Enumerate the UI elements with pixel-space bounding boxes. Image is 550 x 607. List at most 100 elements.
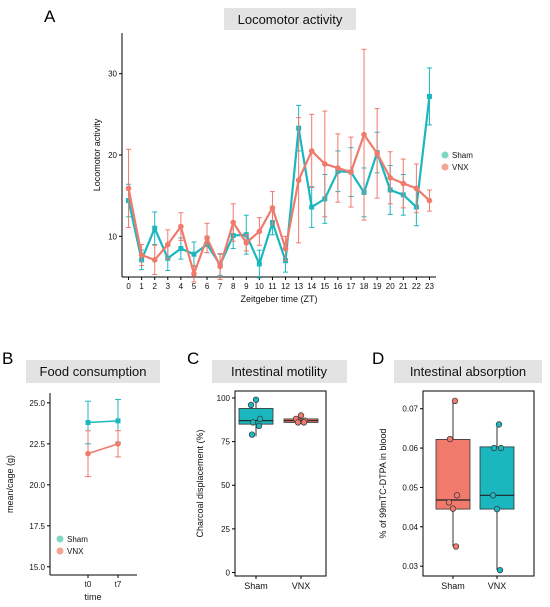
data-point (85, 450, 91, 457)
panel-c-title: Intestinal motility (231, 364, 328, 379)
data-point (321, 161, 328, 167)
data-point (374, 150, 380, 157)
data-point (309, 204, 315, 210)
box-vnx (283, 412, 319, 426)
data-point (426, 93, 432, 99)
panel-letter-a: A (44, 7, 56, 26)
x-tick-label: VNX (292, 581, 311, 591)
y-tick-label: 22.5 (29, 440, 45, 449)
data-point (230, 219, 237, 226)
data-point (247, 401, 255, 409)
data-point (348, 169, 354, 175)
y-axis-label: mean/cage (g) (5, 455, 15, 513)
series-line (87, 420, 119, 424)
data-point (495, 421, 503, 428)
y-tick-label: 0.07 (402, 405, 418, 414)
legend-key-vnx (441, 163, 449, 171)
data-point (300, 419, 308, 426)
legend-key-sham (56, 535, 64, 543)
y-tick-label: 0 (226, 569, 231, 578)
panel-b-title-bg (26, 360, 160, 383)
x-tick-label: 18 (360, 282, 369, 291)
data-point (446, 435, 454, 443)
x-tick-label: Sham (244, 581, 268, 591)
legend-key-vnx (56, 547, 64, 555)
legend-label-vnx: VNX (67, 547, 84, 556)
data-point (449, 505, 457, 512)
data-point (490, 444, 498, 452)
x-tick-label: 19 (373, 282, 382, 291)
y-tick-label: 10 (108, 232, 117, 241)
y-tick-label: 0.03 (402, 562, 418, 571)
data-point (252, 396, 260, 403)
plot-frame (234, 390, 327, 577)
x-tick-label: t0 (85, 580, 92, 589)
data-point (256, 415, 264, 423)
x-tick-label: 20 (386, 282, 395, 291)
legend-label-vnx: VNX (452, 163, 469, 172)
x-tick-label: 3 (166, 282, 171, 291)
x-tick-label: 12 (281, 282, 290, 291)
y-tick-label: 75 (221, 438, 230, 447)
panel-d-title-bg (394, 360, 542, 383)
data-point (294, 419, 302, 426)
legend-label-sham: Sham (67, 535, 88, 544)
series-vnx (125, 48, 433, 283)
x-tick-label: 17 (347, 282, 356, 291)
series-line (127, 132, 431, 278)
data-point (400, 180, 407, 187)
series-vnx (85, 430, 121, 478)
series-line (87, 443, 119, 455)
panel-d-plot: 0.03 0.04 0.05 0.06 0.07 Sham VNX % of 99mTC-DT… (378, 390, 535, 591)
y-tick-label: 17.5 (29, 522, 45, 531)
data-point (115, 418, 121, 424)
series-line (127, 96, 431, 268)
data-point (295, 177, 302, 184)
data-point (164, 241, 171, 248)
data-point (453, 492, 461, 499)
y-tick-label: 20 (108, 151, 117, 160)
panel-b-plot: 15.0 17.5 20.0 22.5 25.0 t0 t7 time mean/cage (g… (5, 393, 137, 602)
x-tick-label: 22 (412, 282, 421, 291)
x-tick-label: Sham (441, 581, 465, 591)
panel-c: C Intestinal motility 0 25 50 75 100 Sham VNX C… (187, 349, 347, 591)
x-tick-label: VNX (488, 581, 507, 591)
legend-key-sham (441, 151, 449, 159)
panel-d-title: Intestinal absorption (410, 364, 526, 379)
legend-label-sham: Sham (452, 151, 473, 160)
series-sham (85, 399, 121, 445)
y-tick-label: 15.0 (29, 563, 45, 572)
panel-b: B Food consumption 15.0 17.5 20.0 22.5 25.0 t… (2, 349, 160, 602)
data-point (489, 492, 497, 499)
data-point (138, 252, 145, 258)
x-tick-label: 7 (218, 282, 223, 291)
data-point (243, 240, 250, 246)
data-point (493, 505, 501, 513)
x-tick-label: 14 (307, 282, 316, 291)
y-tick-label: 0.04 (402, 523, 418, 532)
box-body (479, 446, 515, 510)
data-point (152, 225, 158, 231)
y-tick-label: 20.0 (29, 481, 45, 490)
x-tick-label: 0 (126, 282, 131, 291)
data-point (151, 257, 158, 263)
box-sham (435, 397, 471, 550)
x-tick-label: 16 (333, 282, 342, 291)
data-point (413, 185, 420, 192)
panel-letter-d: D (372, 349, 384, 368)
data-point (297, 412, 305, 419)
data-point (217, 263, 223, 270)
y-tick-label: 100 (217, 394, 231, 403)
data-point (191, 251, 197, 257)
data-point (497, 444, 505, 452)
data-point (255, 422, 263, 430)
data-point (451, 397, 459, 404)
x-tick-label: 9 (244, 282, 249, 291)
panel-a-title-bg (224, 8, 356, 30)
data-point (256, 228, 263, 235)
x-tick-label: 10 (255, 282, 264, 291)
data-point (178, 223, 184, 230)
plot-frame (422, 390, 535, 577)
x-tick-label: 15 (320, 282, 329, 291)
